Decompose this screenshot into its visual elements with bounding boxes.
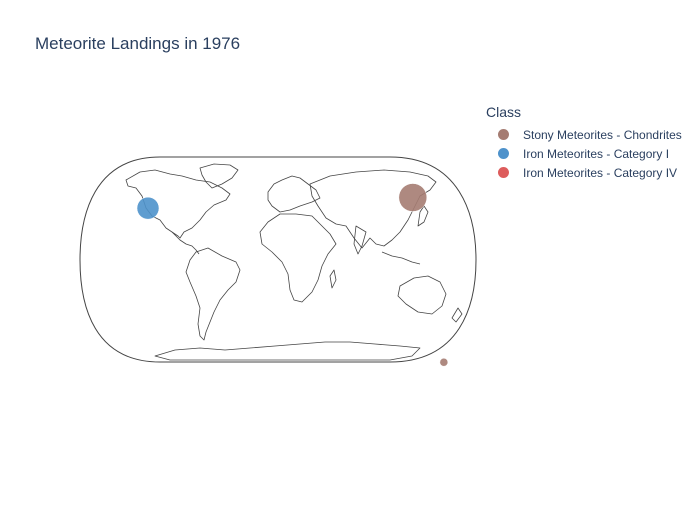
chart-title: Meteorite Landings in 1976 [35,34,241,53]
india-outline [353,225,367,255]
legend-marker [498,167,509,178]
europe-outline [267,175,321,213]
africa-outline [259,213,337,303]
meteorite-point[interactable] [136,196,160,220]
australia-outline [397,275,447,315]
meteorite-point[interactable] [439,357,449,367]
south-america-outline [185,247,241,341]
map-frame [79,156,477,363]
antarctica-outline [154,341,421,361]
legend-item-iron-category-iv[interactable]: Iron Meteorites - Category IV [486,163,682,182]
madagascar-outline [329,269,337,289]
new-zealand-outline [451,307,463,323]
legend-title: Class [486,104,522,120]
legend-marker [498,148,509,159]
legend-marker [498,129,509,140]
legend-label: Iron Meteorites - Category I [523,146,670,161]
indonesia-outline [381,251,421,265]
central-america-outline [171,231,200,255]
meteorite-point[interactable] [398,183,428,212]
legend-label: Stony Meteorites - Chondrites [523,127,682,142]
greenland-outline [199,163,239,189]
meteorite-points [136,183,449,367]
legend-label: Iron Meteorites - Category IV [523,165,678,180]
legend-item-iron-category-i[interactable]: Iron Meteorites - Category I [486,144,682,163]
legend-item-stony-chondrites[interactable]: Stony Meteorites - Chondrites [486,125,682,144]
asia-outline [309,169,437,249]
land-outlines [125,163,463,361]
legend: Class Stony Meteorites - Chondrites Iron… [486,104,682,182]
